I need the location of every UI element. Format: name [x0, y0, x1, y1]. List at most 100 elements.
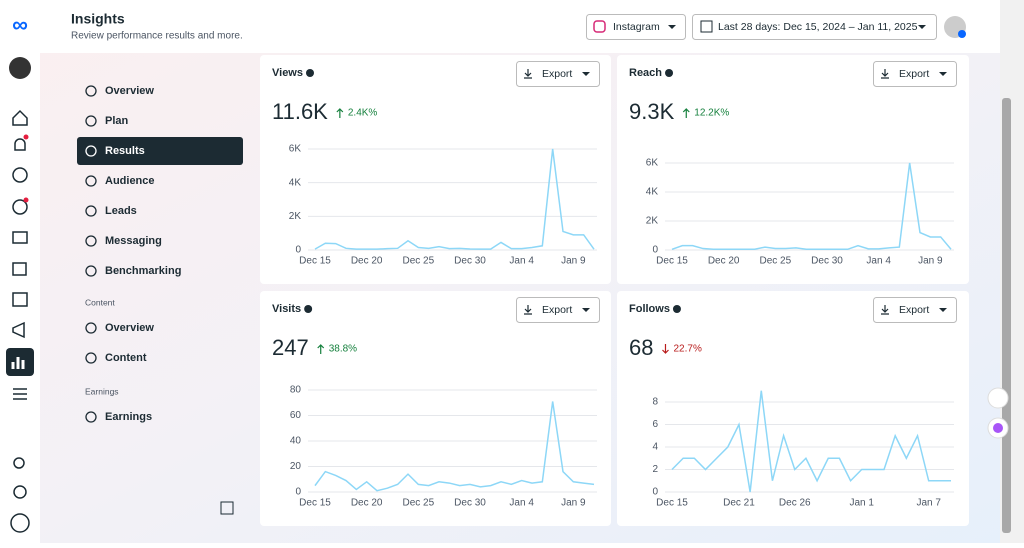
x-tick-label: Dec 20	[351, 256, 383, 267]
data-line	[314, 148, 595, 250]
export-button[interactable]	[516, 61, 600, 87]
x-tick-label: Dec 26	[779, 498, 811, 509]
y-tick-label: 80	[290, 385, 302, 396]
nav-icon	[85, 145, 97, 157]
y-tick-label: 6	[652, 419, 658, 430]
settings-icon[interactable]	[13, 485, 27, 499]
dropdown-caret	[668, 25, 676, 29]
meta-logo[interactable]: ∞	[12, 12, 28, 37]
card	[617, 291, 969, 526]
nav-item[interactable]: Overview	[105, 322, 154, 334]
x-tick-label: Jan 9	[561, 256, 586, 267]
x-tick-label: Jan 7	[916, 498, 941, 509]
export-label: Export	[542, 68, 572, 80]
change-arrow	[336, 108, 344, 118]
side-button[interactable]	[987, 387, 1009, 409]
info-icon[interactable]	[304, 305, 313, 313]
planner-icon[interactable]	[12, 292, 28, 307]
export-button[interactable]	[516, 297, 600, 323]
nav-item[interactable]: Plan	[105, 115, 129, 127]
x-tick-label: Dec 20	[351, 498, 383, 509]
y-tick-label: 4K	[646, 187, 659, 198]
x-tick-label: Dec 25	[402, 498, 434, 509]
insights-rail-selected[interactable]	[6, 348, 34, 376]
collapse-panel-button[interactable]	[220, 501, 234, 515]
date-range-label: Last 28 days: Dec 15, 2024 – Jan 11, 202…	[718, 21, 918, 33]
x-tick-label: Dec 25	[402, 256, 434, 267]
nav-item[interactable]: Messaging	[105, 235, 162, 247]
metric-total: 11.6K	[272, 99, 328, 124]
change-arrow	[662, 344, 669, 354]
data-line	[314, 401, 595, 492]
help-icon[interactable]	[10, 513, 30, 533]
info-icon[interactable]	[672, 305, 681, 313]
info-icon[interactable]	[665, 69, 674, 77]
notifications-icon[interactable]	[14, 138, 26, 151]
nav-panel: Overview Plan Results Audience Leads Messagin…	[77, 85, 243, 423]
dropdown-caret	[582, 72, 590, 76]
x-tick-label: Jan 1	[849, 498, 874, 509]
nav-icon	[85, 115, 97, 127]
ads-icon[interactable]	[12, 167, 28, 183]
nav-icon	[85, 265, 97, 277]
nav-item[interactable]: Audience	[105, 175, 155, 187]
y-tick-label: 0	[295, 487, 301, 498]
platform-dropdown[interactable]	[586, 14, 686, 40]
x-tick-label: Jan 9	[918, 256, 943, 267]
y-tick-label: 60	[290, 410, 302, 421]
export-button[interactable]	[873, 297, 957, 323]
x-tick-label: Dec 30	[811, 256, 843, 267]
dropdown-caret	[939, 308, 947, 312]
notification-dot	[23, 134, 29, 140]
y-tick-label: 40	[290, 436, 302, 447]
y-tick-label: 0	[295, 245, 301, 256]
metric-change: 2.4K%	[348, 108, 378, 119]
menu-icon[interactable]	[13, 388, 27, 400]
x-tick-label: Dec 15	[656, 256, 688, 267]
calendar-icon	[700, 20, 713, 33]
card	[260, 291, 611, 526]
x-tick-label: Jan 4	[509, 256, 534, 267]
nav-section-heading: Earnings	[85, 386, 119, 396]
campaign-icon[interactable]	[12, 321, 25, 339]
export-label: Export	[899, 304, 929, 316]
x-tick-label: Jan 9	[561, 498, 586, 509]
download-icon	[524, 69, 532, 79]
export-label: Export	[542, 304, 572, 316]
nav-item[interactable]: Overview	[105, 85, 154, 97]
nav-item[interactable]: Results	[105, 145, 145, 157]
scrollbar-thumb[interactable]	[1002, 98, 1011, 533]
nav-item[interactable]: Earnings	[105, 411, 152, 423]
data-line	[671, 390, 951, 493]
inbox-icon[interactable]	[12, 199, 28, 215]
y-tick-label: 2K	[289, 211, 302, 222]
info-icon[interactable]	[306, 69, 314, 77]
account-avatar[interactable]	[9, 57, 31, 79]
date-dropdown[interactable]	[692, 14, 937, 40]
x-tick-label: Dec 15	[299, 256, 331, 267]
nav-section-heading: Content	[85, 297, 115, 307]
nav-icon	[85, 85, 97, 97]
home-icon[interactable]	[12, 109, 28, 126]
y-tick-label: 0	[652, 245, 658, 256]
metric-total: 9.3K	[629, 99, 675, 124]
dropdown-caret	[918, 25, 926, 29]
metric-change: 22.7%	[673, 344, 701, 355]
content-icon[interactable]	[12, 262, 27, 276]
facebook-badge	[958, 30, 966, 38]
x-tick-label: Dec 25	[759, 256, 791, 267]
x-tick-label: Dec 30	[454, 256, 486, 267]
download-icon	[881, 69, 889, 79]
card-title: Visits	[272, 303, 301, 315]
ai-icon	[993, 423, 1003, 433]
search-icon[interactable]	[13, 457, 25, 469]
nav-item[interactable]: Leads	[105, 205, 137, 217]
x-tick-label: Dec 20	[708, 256, 740, 267]
nav-item[interactable]: Benchmarking	[105, 265, 181, 277]
x-tick-label: Dec 30	[454, 498, 486, 509]
nav-item-selected[interactable]	[77, 137, 243, 165]
export-button[interactable]	[873, 61, 957, 87]
leads-icon[interactable]	[12, 231, 28, 244]
nav-item[interactable]: Content	[105, 352, 147, 364]
